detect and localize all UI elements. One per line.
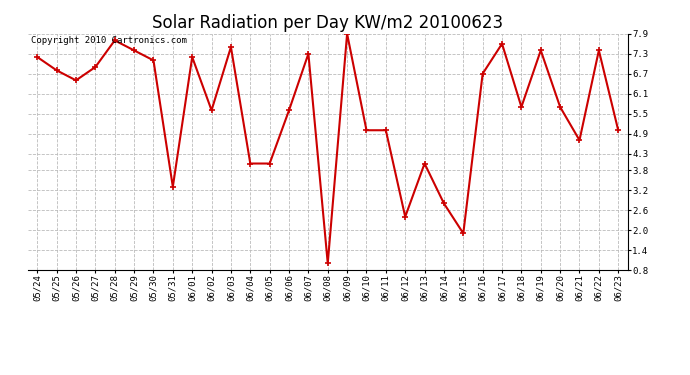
Title: Solar Radiation per Day KW/m2 20100623: Solar Radiation per Day KW/m2 20100623 [152, 14, 503, 32]
Text: Copyright 2010 Cartronics.com: Copyright 2010 Cartronics.com [30, 36, 186, 45]
